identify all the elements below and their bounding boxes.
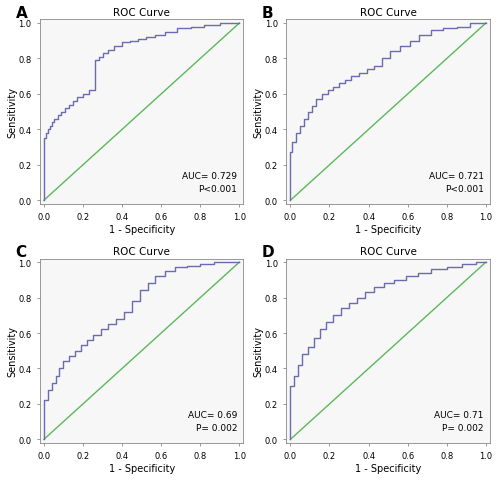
- Text: D: D: [262, 244, 274, 259]
- Title: ROC Curve: ROC Curve: [360, 8, 416, 18]
- Text: B: B: [262, 6, 274, 21]
- X-axis label: 1 - Specificity: 1 - Specificity: [355, 225, 422, 234]
- Text: AUC= 0.721
P<0.001: AUC= 0.721 P<0.001: [429, 172, 484, 193]
- Y-axis label: Sensitivity: Sensitivity: [7, 87, 17, 138]
- X-axis label: 1 - Specificity: 1 - Specificity: [108, 463, 175, 473]
- Title: ROC Curve: ROC Curve: [113, 247, 170, 257]
- Title: ROC Curve: ROC Curve: [113, 8, 170, 18]
- Text: AUC= 0.69
P= 0.002: AUC= 0.69 P= 0.002: [188, 410, 237, 432]
- Text: AUC= 0.71
P= 0.002: AUC= 0.71 P= 0.002: [434, 410, 484, 432]
- X-axis label: 1 - Specificity: 1 - Specificity: [108, 225, 175, 234]
- X-axis label: 1 - Specificity: 1 - Specificity: [355, 463, 422, 473]
- Y-axis label: Sensitivity: Sensitivity: [254, 87, 264, 138]
- Y-axis label: Sensitivity: Sensitivity: [254, 325, 264, 376]
- Text: AUC= 0.729
P<0.001: AUC= 0.729 P<0.001: [182, 172, 237, 193]
- Text: C: C: [16, 244, 26, 259]
- Text: A: A: [16, 6, 28, 21]
- Title: ROC Curve: ROC Curve: [360, 247, 416, 257]
- Y-axis label: Sensitivity: Sensitivity: [7, 325, 17, 376]
